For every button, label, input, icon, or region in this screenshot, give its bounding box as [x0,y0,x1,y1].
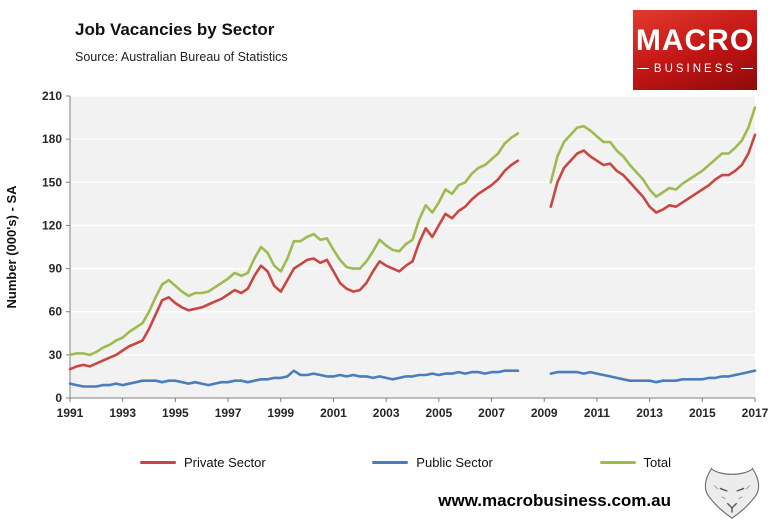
y-tick-label: 0 [55,391,62,405]
x-tick-label: 2017 [742,406,769,420]
plot-area [70,96,755,398]
chart-source: Source: Australian Bureau of Statistics [75,50,288,64]
x-tick-label: 1999 [267,406,294,420]
public-sector-swatch [372,461,409,464]
x-tick-label: 1991 [57,406,84,420]
x-tick-label: 2011 [584,406,610,420]
website-url: www.macrobusiness.com.au [438,491,671,510]
x-tick-label: 2015 [689,406,716,420]
x-tick-label: 2003 [373,406,400,420]
total-line [549,106,757,198]
legend-item-private: Private Sector [140,455,266,470]
legend-item-total: Total [599,455,671,470]
y-tick-label: 150 [42,175,62,189]
total-swatch [599,461,636,464]
private-sector-swatch [140,461,176,464]
vacancies-line-chart: 0 30 60 90 120 150 180 210 1991 1993 1995 1997 1999 2… [4,89,769,420]
page-title: Job Vacancies by Sector [75,20,275,39]
x-tick-label: 1993 [109,406,136,420]
total-label: Total [643,455,671,470]
y-tick-label: 180 [42,132,62,146]
y-tick-label: 90 [49,262,63,276]
private-sector-line [68,159,520,371]
x-tick-label: 2001 [320,406,347,420]
chart-header: Job Vacancies by Sector Source: Australi… [75,20,288,64]
y-axis-title: Number (000's) - SA [4,185,19,309]
x-tick-label: 2007 [478,406,505,420]
y-tick-label: 120 [42,218,62,232]
x-tick-label: 2005 [425,406,452,420]
y-tick-label: 30 [49,348,63,362]
wolf-logo-icon [704,467,760,519]
total-line [68,132,520,357]
chart-legend: Private Sector Public Sector Total [0,455,771,470]
logo-business-text: BUSINESS [653,62,737,75]
x-tick-label: 2013 [636,406,663,420]
y-tick-label: 60 [49,305,63,319]
public-sector-label: Public Sector [416,455,493,470]
public-sector-line [549,369,757,384]
y-tick-label: 210 [42,89,62,103]
macrobusiness-logo: MACRO BUSINESS [633,10,757,90]
logo-business-row: BUSINESS [636,62,754,75]
x-tick-label: 2009 [531,406,558,420]
logo-right-rule [741,68,754,69]
private-sector-line [549,133,757,214]
public-sector-line [68,369,520,388]
legend-item-public: Public Sector [372,455,493,470]
x-tick-label: 1997 [215,406,242,420]
private-sector-label: Private Sector [184,455,266,470]
x-tick-label: 1995 [162,406,189,420]
logo-left-rule [636,68,649,69]
logo-macro-text: MACRO [635,23,755,57]
